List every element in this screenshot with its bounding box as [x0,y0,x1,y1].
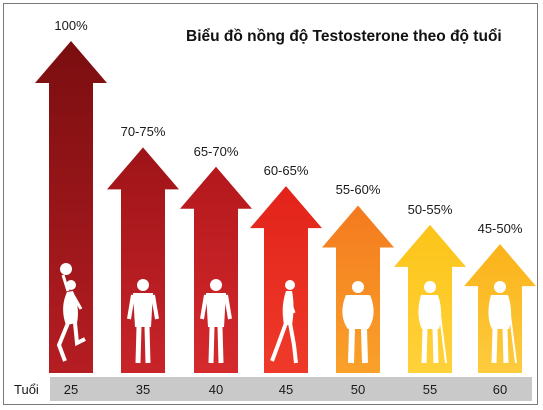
standing-man-icon [200,279,232,364]
value-label-25: 100% [54,18,88,33]
value-label-35: 70-75% [120,124,166,140]
value-label-45: 60-65% [263,163,309,179]
age-tick-35: 35 [135,382,151,397]
arrow-bar-25 [35,41,107,373]
value-label-55: 50-55% [407,201,453,217]
elderly-man-with-cane-icon [488,281,517,364]
age-tick-45: 45 [278,382,294,397]
age-tick-50: 50 [350,382,366,397]
overweight-man-icon [342,281,374,364]
arrow-bar-45 [250,186,322,373]
age-axis-band [50,377,532,401]
basketball-player-icon [56,263,86,362]
man-with-cane-icon [418,281,447,364]
standing-man-icon [127,279,159,364]
chart-frame: Biểu đồ nồng độ Testosterone theo độ tuổ… [3,3,538,405]
value-label-60: 45-50% [477,221,523,237]
chart-title: Biểu đồ nồng độ Testosterone theo độ tuổ… [186,28,502,45]
age-tick-40: 40 [208,382,224,397]
value-label-40: 65-70% [193,143,239,159]
age-tick-60: 60 [492,382,508,397]
age-tick-55: 55 [422,382,438,397]
walking-man-icon [270,280,298,364]
value-label-50: 55-60% [335,182,381,198]
arrow-bar-chart [35,41,536,373]
age-axis-title: Tuổi [14,382,39,397]
arrow-bar-40 [180,166,252,373]
age-tick-25: 25 [63,382,79,397]
arrow-bar-35 [107,147,179,373]
